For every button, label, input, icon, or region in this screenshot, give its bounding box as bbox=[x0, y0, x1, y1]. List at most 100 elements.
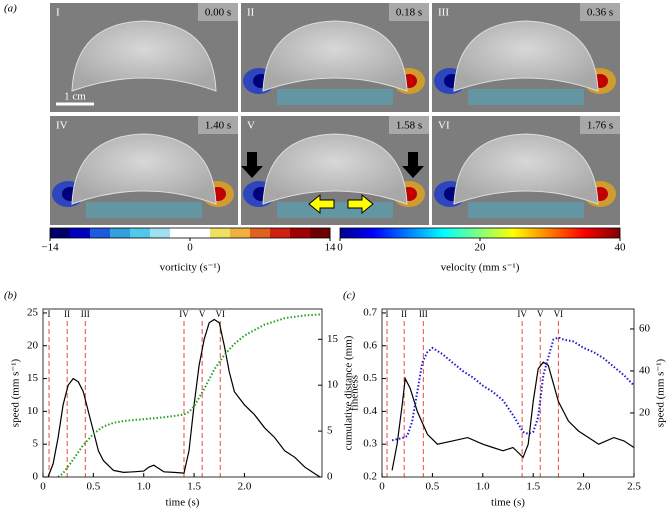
colorbar-segment bbox=[310, 228, 331, 238]
jellyfish bbox=[262, 20, 408, 92]
data-line bbox=[47, 318, 321, 478]
panel-label: (b) bbox=[4, 290, 17, 302]
y2-tick-label: 60 bbox=[639, 322, 651, 334]
colorbar-segment bbox=[110, 228, 131, 238]
time-box bbox=[580, 3, 620, 21]
y2-axis-label: speed (mm s⁻¹) bbox=[655, 358, 667, 427]
x-tick-label: 2.5 bbox=[627, 481, 641, 493]
y-axis-label: speed (mm s⁻¹) bbox=[10, 358, 22, 427]
x-tick-label: 1.5 bbox=[526, 481, 540, 493]
y-tick-label: 0.5 bbox=[363, 372, 377, 384]
colorbar-segment bbox=[290, 228, 311, 238]
colorbar-segment bbox=[230, 228, 251, 238]
flow-field bbox=[468, 202, 584, 218]
y-tick-label: 5 bbox=[33, 438, 39, 450]
x-tick-label: 0 bbox=[40, 481, 46, 493]
colorbar-tick-label: 0 bbox=[337, 242, 343, 254]
flow-field bbox=[277, 202, 393, 218]
frame-time: 0.36 s bbox=[587, 7, 613, 19]
y-tick-label: 25 bbox=[27, 306, 39, 318]
data-line bbox=[57, 313, 321, 478]
scale-bar-label: 1 cm bbox=[64, 91, 86, 103]
frame-time: 1.40 s bbox=[205, 120, 231, 132]
time-box bbox=[198, 116, 238, 134]
y-tick-label: 20 bbox=[27, 339, 39, 351]
data-line bbox=[391, 361, 635, 471]
frame-label: IV bbox=[56, 120, 68, 132]
event-label: IV bbox=[179, 309, 189, 319]
time-box bbox=[389, 116, 429, 134]
y-axis-label: fineness bbox=[349, 375, 361, 411]
y2-tick-label: 15 bbox=[327, 333, 339, 345]
colorbar-segment bbox=[170, 228, 191, 238]
arrow bbox=[241, 152, 263, 178]
flow-field bbox=[86, 202, 202, 218]
colorbar-gradient bbox=[340, 228, 620, 238]
y2-tick-label: 0 bbox=[327, 471, 333, 483]
colorbar-segment bbox=[270, 228, 291, 238]
colorbar-label: velocity (mm s⁻¹) bbox=[441, 262, 520, 274]
x-tick-label: 2.0 bbox=[238, 481, 252, 493]
frame-label: II bbox=[247, 7, 255, 19]
event-label: III bbox=[81, 309, 90, 319]
colorbar-label: vorticity (s⁻¹) bbox=[160, 262, 221, 274]
jellyfish bbox=[71, 20, 217, 92]
jellyfish bbox=[453, 20, 599, 92]
frame-time: 1.58 s bbox=[396, 120, 422, 132]
colorbar-segment bbox=[50, 228, 71, 238]
time-box bbox=[580, 116, 620, 134]
panel-label: (c) bbox=[343, 290, 356, 302]
y-tick-label: 0.4 bbox=[363, 405, 377, 417]
frame-label: III bbox=[438, 7, 449, 19]
colorbar-segment bbox=[250, 228, 271, 238]
event-label: I bbox=[386, 309, 389, 319]
y-tick-label: 15 bbox=[27, 372, 39, 384]
frame-label: I bbox=[56, 7, 60, 19]
flow-field bbox=[468, 89, 584, 105]
arrow bbox=[402, 152, 424, 178]
flow-field bbox=[277, 89, 393, 105]
colorbar-segment bbox=[190, 228, 211, 238]
event-label: II bbox=[64, 309, 70, 319]
plot-frame bbox=[381, 308, 635, 478]
y2-tick-label: 40 bbox=[639, 364, 651, 376]
y2-tick-label: 10 bbox=[327, 379, 339, 391]
y-tick-label: 0.3 bbox=[363, 438, 377, 450]
frame-time: 1.76 s bbox=[587, 120, 613, 132]
event-label: VI bbox=[216, 309, 226, 319]
x-tick-label: 1.0 bbox=[476, 481, 490, 493]
x-tick-label: 2.0 bbox=[577, 481, 591, 493]
frame-time: 0.18 s bbox=[396, 7, 422, 19]
colorbar-segment bbox=[130, 228, 151, 238]
jellyfish bbox=[453, 133, 599, 205]
jellyfish bbox=[71, 133, 217, 205]
frame-time: 0.00 s bbox=[205, 7, 231, 19]
x-tick-label: 0 bbox=[379, 481, 385, 493]
time-box bbox=[198, 3, 238, 21]
x-tick-label: 0.5 bbox=[426, 481, 440, 493]
colorbar-segment bbox=[90, 228, 111, 238]
frame-label: VI bbox=[438, 120, 450, 132]
arrow bbox=[347, 193, 374, 215]
y-tick-label: 0.7 bbox=[363, 306, 377, 318]
colorbar-tick-label: −14 bbox=[41, 242, 59, 254]
plot-frame bbox=[42, 308, 323, 478]
x-tick-label: 1.5 bbox=[187, 481, 201, 493]
colorbar-tick-label: 0 bbox=[187, 242, 193, 254]
x-tick-label: 0.5 bbox=[86, 481, 100, 493]
colorbar-tick-label: 14 bbox=[325, 242, 337, 254]
y2-tick-label: 5 bbox=[327, 425, 333, 437]
x-axis-label: time (s) bbox=[491, 497, 525, 509]
y-tick-label: 0.2 bbox=[363, 471, 377, 483]
colorbar-segment bbox=[70, 228, 91, 238]
time-box bbox=[389, 3, 429, 21]
colorbar-segment bbox=[150, 228, 171, 238]
data-line bbox=[391, 336, 635, 442]
event-label: I bbox=[48, 309, 51, 319]
y-tick-label: 0.6 bbox=[363, 339, 377, 351]
jellyfish bbox=[262, 133, 408, 205]
event-label: III bbox=[419, 309, 428, 319]
colorbar-tick-label: 40 bbox=[615, 242, 627, 254]
y2-tick-label: 20 bbox=[639, 406, 651, 418]
